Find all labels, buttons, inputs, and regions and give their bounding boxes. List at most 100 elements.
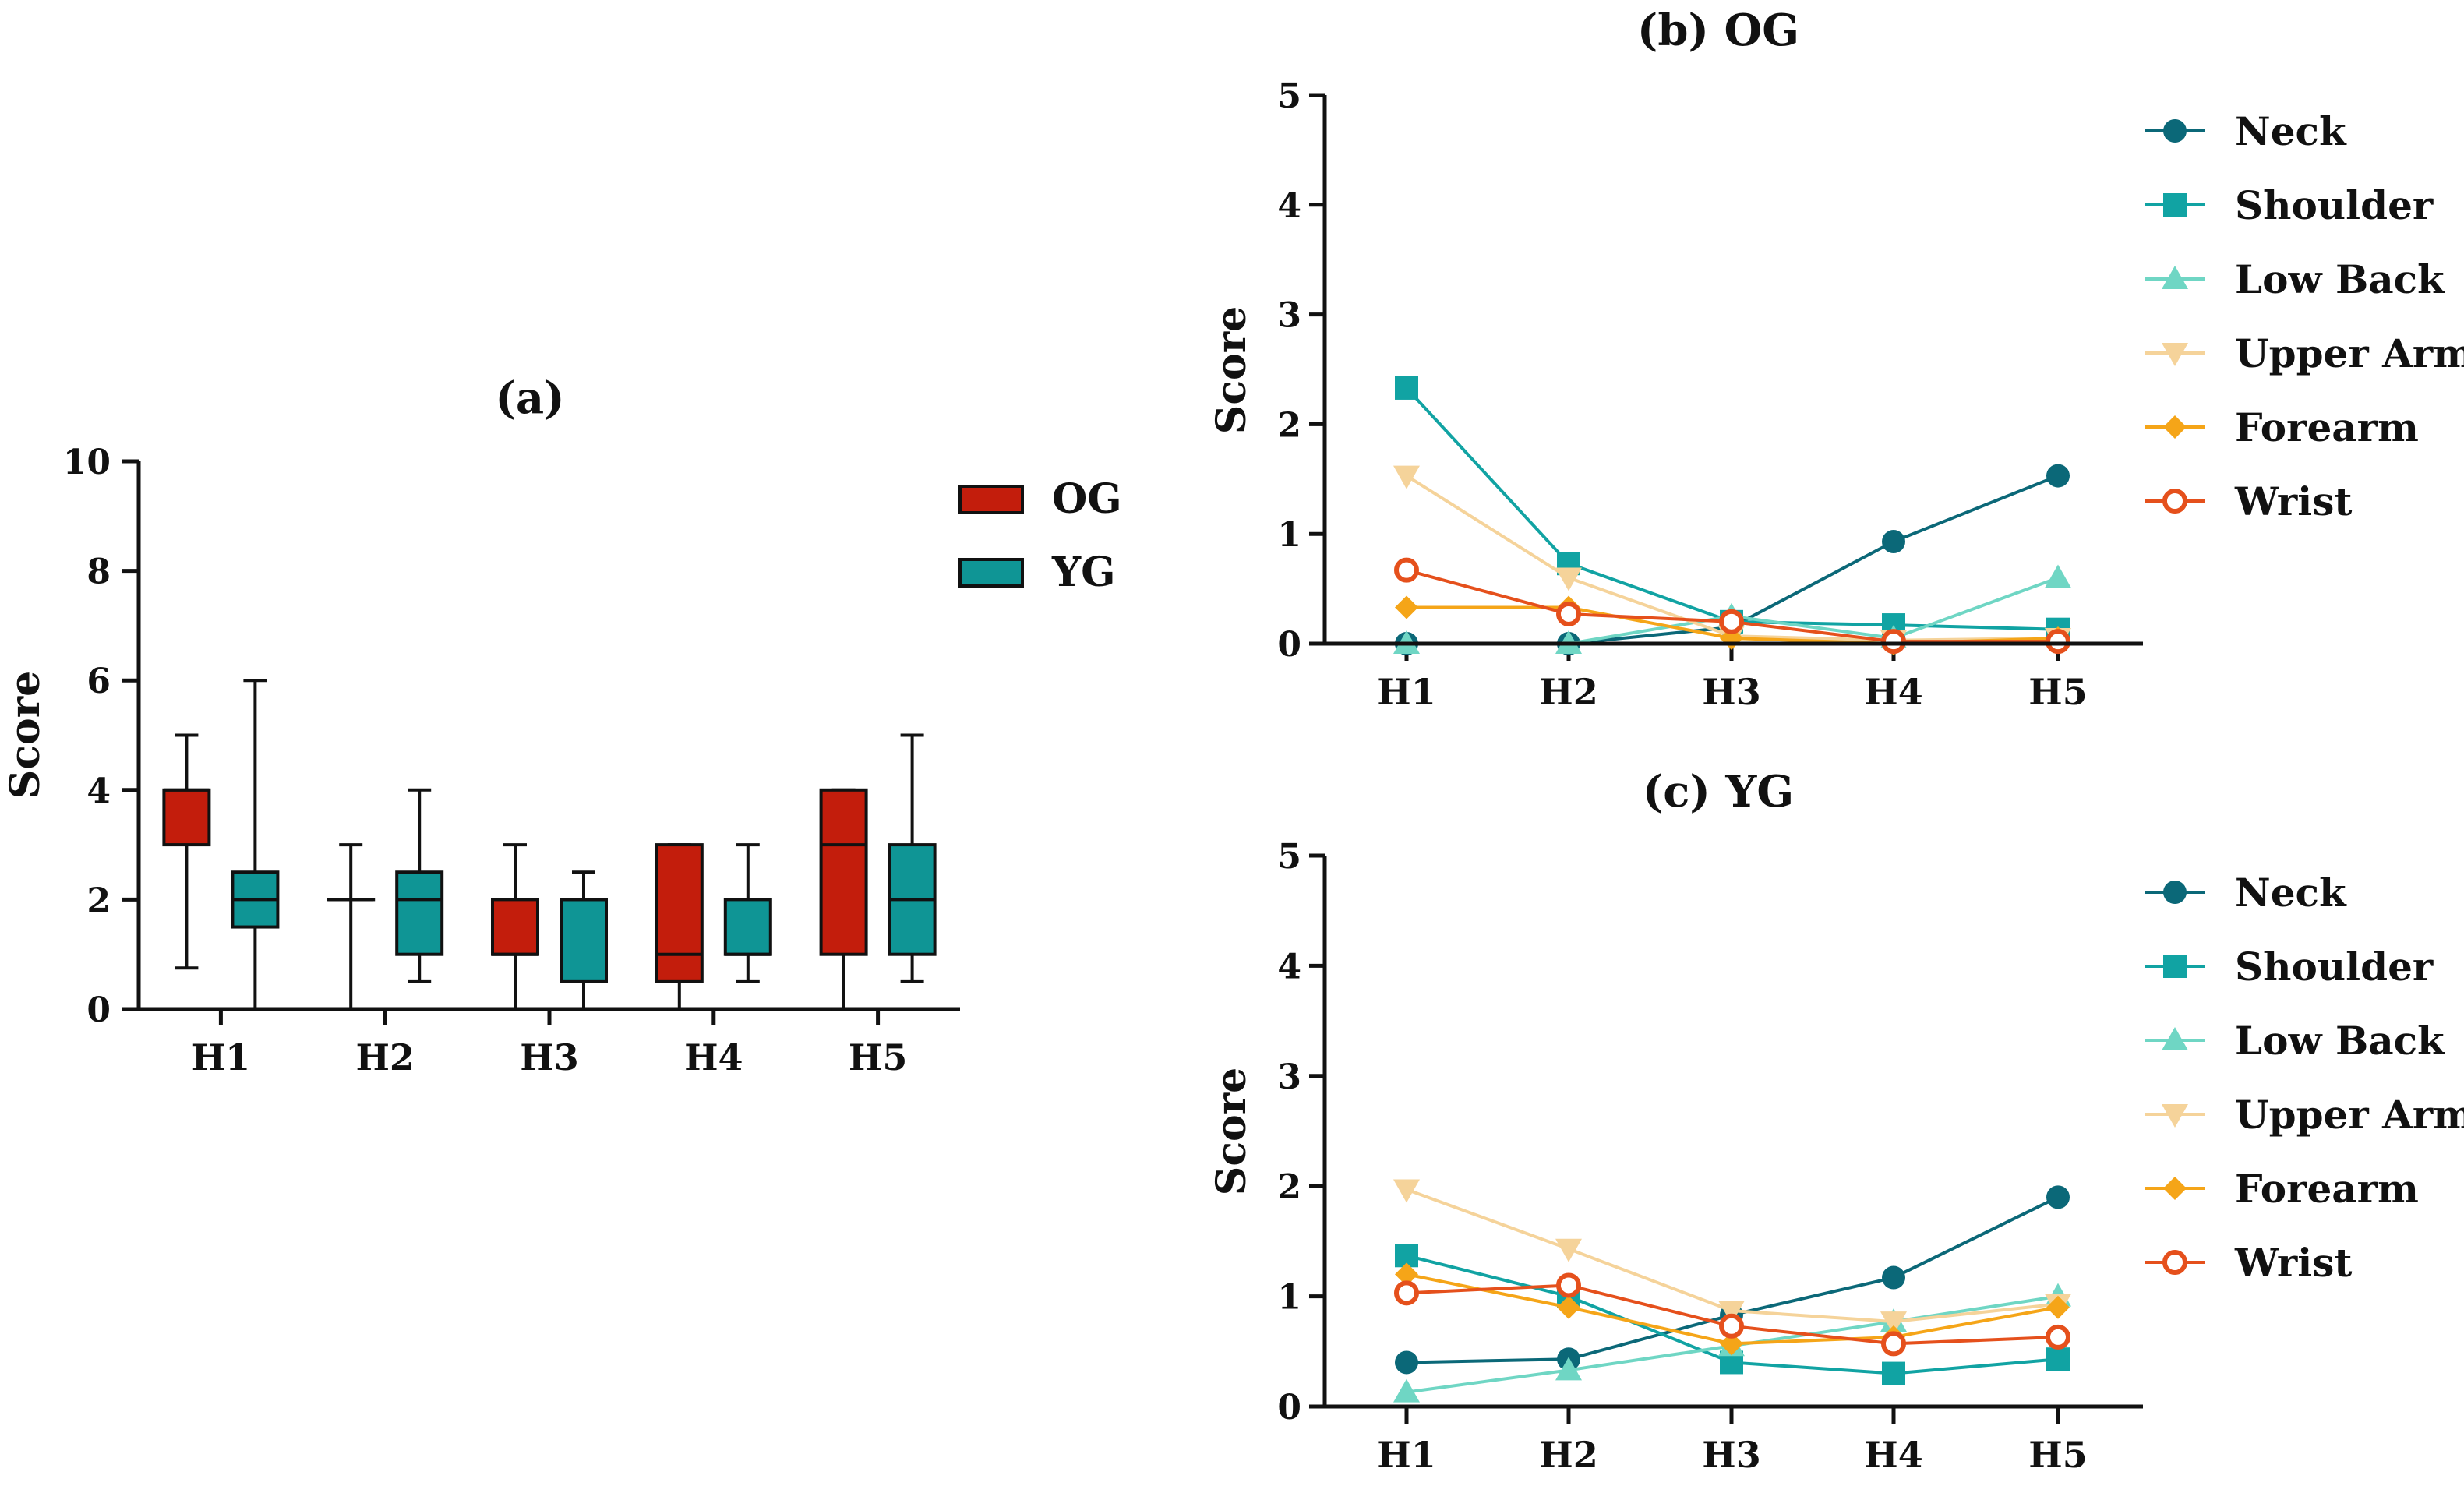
box-yg-h2-iqr: [397, 872, 442, 954]
b-y-tick-label: 3: [1277, 296, 1301, 336]
panel-c-axes: 0 1 2 3 4 5 H1 H2 H3 H4 H5: [1277, 837, 2143, 1476]
b-series-upperarm-point: [1393, 466, 1420, 489]
c-x-tick-label: H1: [1377, 1434, 1435, 1476]
b-legend-wrist-marker: [2165, 491, 2185, 511]
b-y-tick-label: 0: [1277, 625, 1301, 665]
b-y-tick-label: 1: [1277, 515, 1301, 555]
legend-label-yg: YG: [1051, 549, 1116, 596]
b-x-tick-label: H5: [2028, 671, 2087, 713]
b-series-wrist-point: [1883, 631, 1904, 651]
c-series-neck-point: [1395, 1350, 1418, 1374]
b-series-wrist-point: [2048, 631, 2068, 651]
panel-a-x-tick-label: H3: [520, 1036, 578, 1078]
panel-a-y-tick-label: 4: [86, 771, 111, 811]
c-series-upperarm-point: [1555, 1239, 1582, 1262]
c-y-tick-label: 4: [1277, 947, 1301, 987]
b-x-tick-label: H1: [1377, 671, 1435, 713]
panel-b-y-axis-label: Score: [1208, 306, 1255, 434]
c-x-tick-label: H4: [1864, 1434, 1922, 1476]
c-series-wrist-point: [1883, 1333, 1904, 1354]
c-legend-shoulder-marker: [2163, 955, 2187, 978]
panel-a-y-tick-label: 6: [86, 662, 111, 701]
b-legend-upperarm-label: Upper Arm: [2235, 330, 2464, 376]
b-legend-shoulder-label: Shoulder: [2235, 182, 2434, 228]
b-series-wrist-point: [1396, 560, 1417, 581]
b-legend-shoulder-marker: [2163, 193, 2187, 217]
b-series-shoulder-point: [1395, 376, 1418, 400]
b-legend-forearm-marker: [2163, 415, 2187, 439]
b-legend-neck-marker: [2163, 119, 2187, 143]
b-x-tick-label: H3: [1702, 671, 1760, 713]
c-series-neck-point: [2046, 1185, 2070, 1209]
c-legend-neck-label: Neck: [2235, 870, 2347, 916]
box-yg-h4-iqr: [725, 899, 771, 954]
c-y-tick-label: 5: [1277, 837, 1301, 877]
c-series-wrist-point: [1721, 1316, 1742, 1336]
b-x-tick-label: H2: [1539, 671, 1597, 713]
panel-a-x-tick-label: H2: [355, 1036, 414, 1078]
c-legend-lowback-label: Low Back: [2235, 1018, 2445, 1064]
b-series-forearm-point: [1395, 596, 1418, 619]
box-og-h1-iqr: [164, 790, 209, 845]
panel-b-title: (b) OG: [1637, 5, 1799, 56]
c-x-tick-label: H5: [2028, 1434, 2087, 1476]
panel-a-x-tick-label: H4: [684, 1036, 743, 1078]
box-yg-h3-iqr: [561, 899, 606, 981]
b-series-lowback-point: [2045, 565, 2071, 588]
b-series-neck-point: [1882, 530, 1905, 553]
c-series-shoulder-point: [1882, 1362, 1905, 1385]
c-series-wrist-point: [1396, 1283, 1417, 1303]
panel-a-boxes: [164, 680, 934, 1009]
b-series-upperarm-point: [1555, 568, 1582, 591]
c-series-wrist-point: [1559, 1275, 1579, 1295]
c-series-upperarm-point: [1393, 1179, 1420, 1202]
panel-a-title: (a): [495, 372, 564, 424]
panel-a-legend: OG YG: [960, 475, 1122, 596]
panel-a-x-tick-label: H5: [849, 1036, 907, 1078]
b-y-tick-label: 5: [1277, 76, 1301, 116]
legend-label-og: OG: [1052, 475, 1122, 523]
c-series-shoulder-point: [2046, 1347, 2070, 1371]
c-y-tick-label: 0: [1277, 1388, 1301, 1428]
panel-a-y-tick-label: 8: [86, 552, 111, 592]
c-legend-wrist-marker: [2165, 1252, 2185, 1272]
b-x-tick-label: H4: [1864, 671, 1922, 713]
b-legend-forearm-label: Forearm: [2235, 404, 2419, 450]
box-og-h3-iqr: [492, 899, 538, 954]
b-series-wrist-point: [1721, 612, 1742, 632]
panel-c-series: [1393, 1179, 2071, 1402]
legend-swatch-yg: [960, 559, 1022, 586]
panel-a-y-tick-label: 10: [63, 443, 111, 482]
b-series-shoulder-line: [1407, 388, 2058, 630]
b-legend-neck-label: Neck: [2235, 108, 2347, 154]
c-y-tick-label: 1: [1277, 1278, 1301, 1318]
c-series-neck-point: [1882, 1266, 1905, 1290]
b-legend-wrist-label: Wrist: [2234, 478, 2353, 524]
panel-b-line-chart: (b) OG Score 0 1 2 3 4 5 H1 H2 H3 H4 H5 Neck Should…: [1208, 5, 2464, 713]
b-series-wrist-point: [1559, 604, 1579, 624]
b-y-tick-label: 2: [1277, 405, 1301, 445]
c-x-tick-label: H2: [1539, 1434, 1597, 1476]
c-legend-forearm-marker: [2163, 1177, 2187, 1200]
panel-a-y-axis-label: Score: [2, 671, 49, 799]
c-legend-wrist-label: Wrist: [2234, 1240, 2353, 1286]
b-series-neck-point: [2046, 464, 2070, 488]
panel-a-x-tick-label: H1: [192, 1036, 250, 1078]
legend-swatch-og: [960, 486, 1022, 513]
b-y-tick-label: 4: [1277, 186, 1301, 226]
panel-b-series: [1393, 376, 2071, 655]
c-series-wrist-point: [2048, 1327, 2068, 1347]
c-x-tick-label: H3: [1702, 1434, 1760, 1476]
c-legend-forearm-label: Forearm: [2235, 1166, 2419, 1212]
box-og-h5-iqr: [821, 790, 867, 955]
c-y-tick-label: 2: [1277, 1167, 1301, 1207]
c-y-tick-label: 3: [1277, 1057, 1301, 1097]
c-legend-upperarm-label: Upper Arm: [2235, 1092, 2464, 1138]
box-og-h4-iqr: [657, 845, 702, 982]
